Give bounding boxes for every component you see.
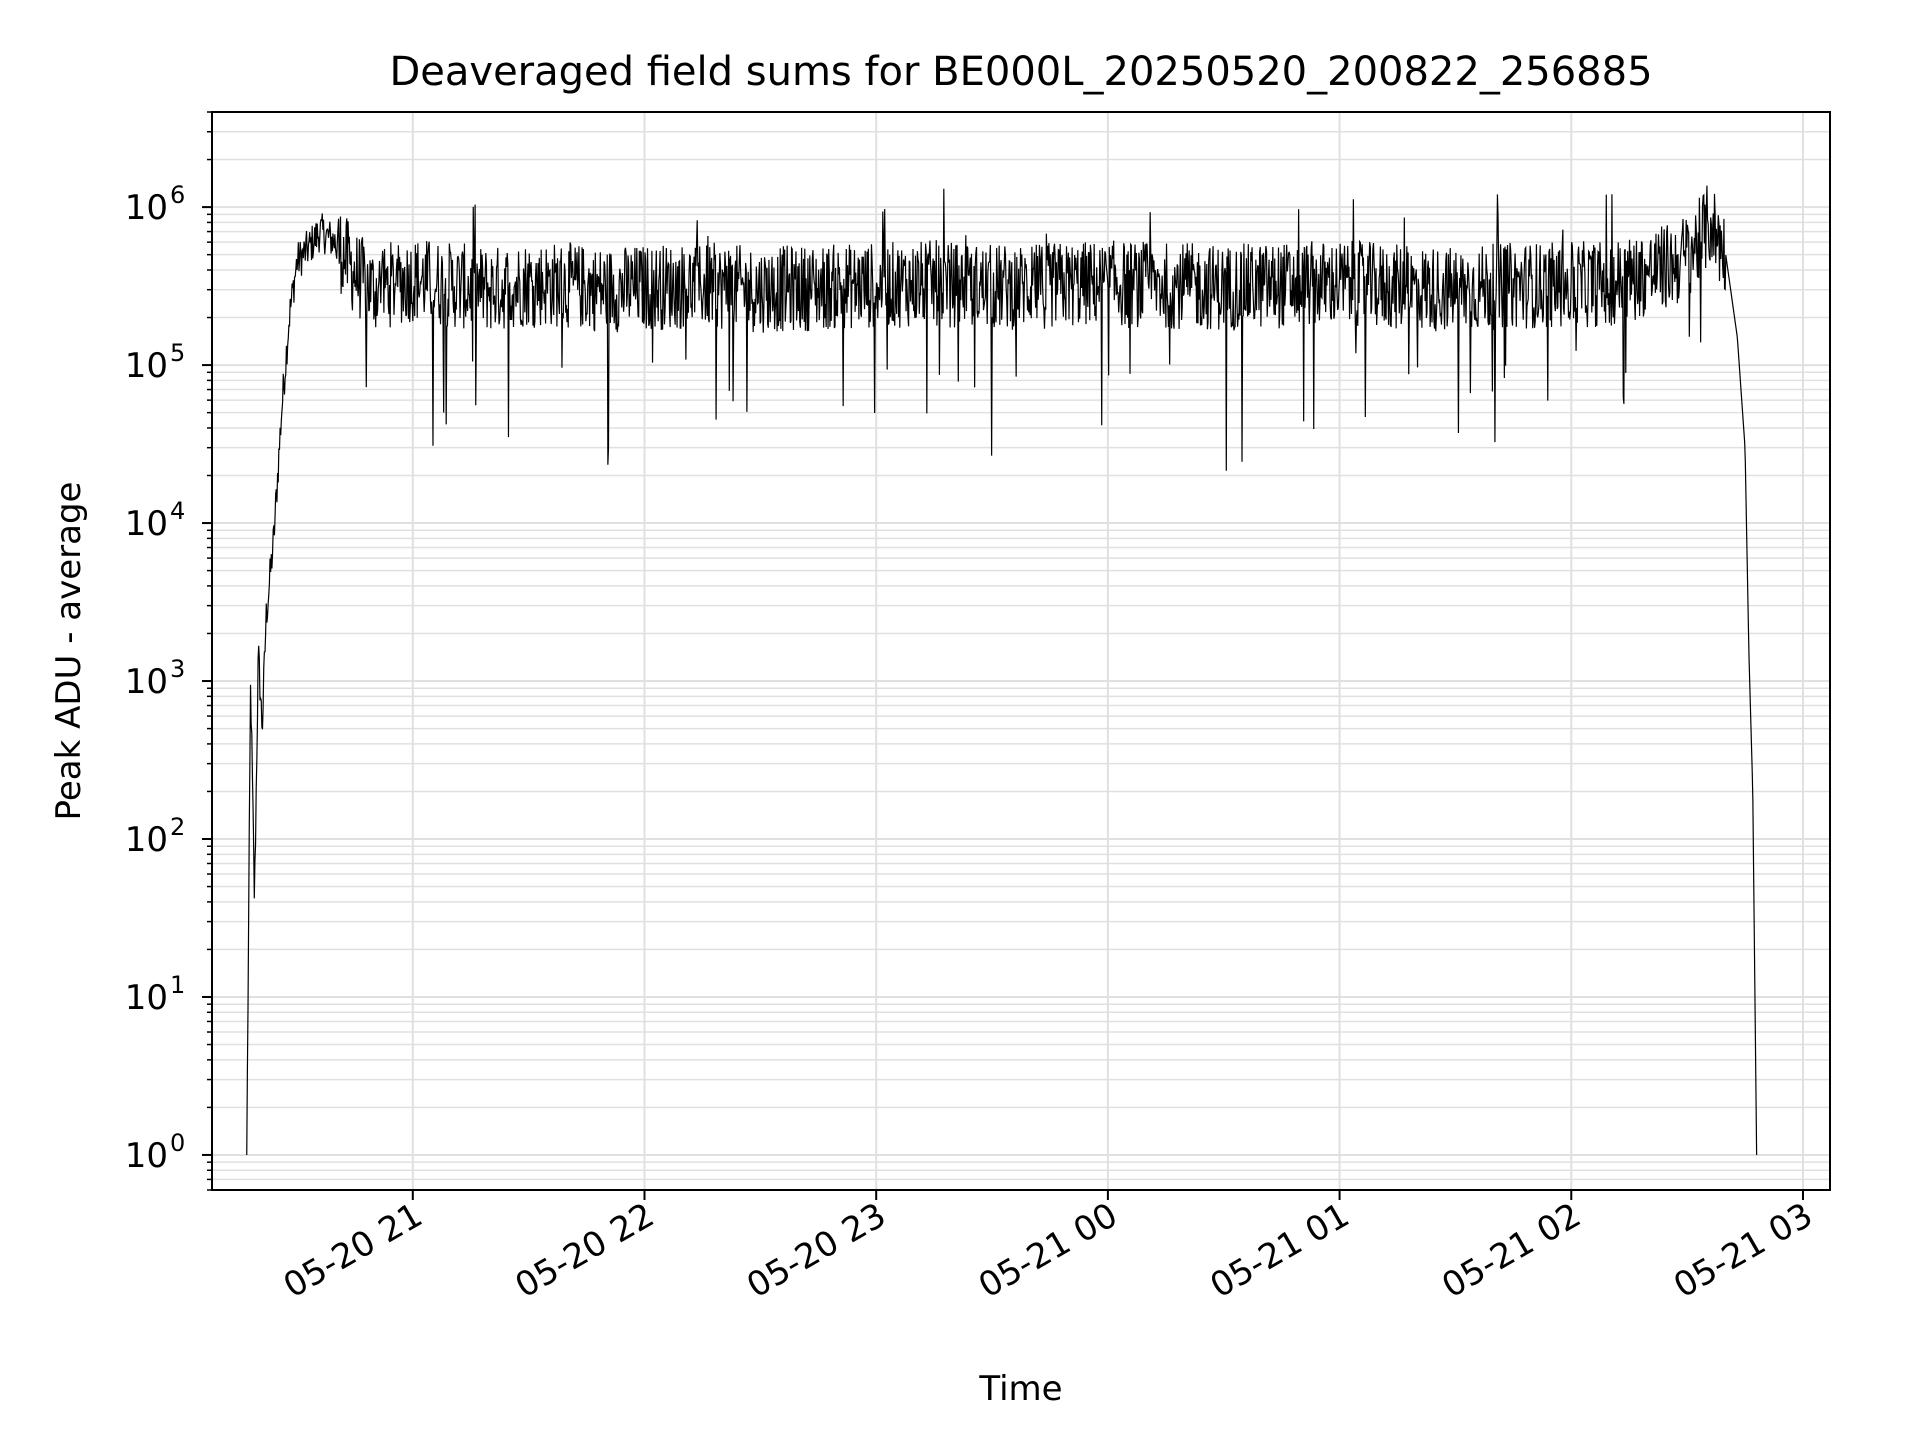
y-tick-base: 10 <box>125 504 168 544</box>
y-tick-base: 10 <box>125 346 168 386</box>
y-tick-base: 10 <box>125 662 168 702</box>
y-tick-base: 10 <box>125 1136 168 1176</box>
x-tick-label: 05-21 00 <box>972 1195 1124 1306</box>
y-tick-base: 10 <box>125 820 168 860</box>
y-tick-exponent: 4 <box>170 497 185 525</box>
x-tick-label: 05-21 02 <box>1435 1195 1587 1306</box>
x-tick-label: 05-20 22 <box>509 1195 661 1306</box>
x-tick-label: 05-20 21 <box>277 1195 429 1306</box>
series-line <box>246 185 1758 1155</box>
grid <box>212 111 1830 1191</box>
y-tick-label: 10 <box>125 1136 168 1176</box>
plot-frame <box>211 111 1831 1191</box>
y-tick-label: 10 <box>125 662 168 702</box>
y-tick-label: 10 <box>125 346 168 386</box>
y-tick-exponent: 3 <box>170 655 185 683</box>
x-tick-label: 05-20 23 <box>740 1195 892 1306</box>
series-layer <box>246 185 1758 1155</box>
chart-title: Deaveraged field sums for BE000L_2025052… <box>389 49 1652 95</box>
y-tick-exponent: 2 <box>170 813 185 841</box>
y-tick-label: 10 <box>125 978 168 1018</box>
x-tick-label: 05-21 01 <box>1204 1195 1356 1306</box>
y-tick-base: 10 <box>125 978 168 1018</box>
y-tick-exponent: 1 <box>170 971 185 999</box>
y-tick-exponent: 0 <box>170 1129 185 1157</box>
y-tick-label: 10 <box>125 504 168 544</box>
x-tick-label: 05-21 03 <box>1667 1195 1819 1306</box>
y-axis-label: Peak ADU - average <box>49 482 89 821</box>
y-tick-base: 10 <box>125 188 168 228</box>
y-tick-exponent: 6 <box>170 181 185 209</box>
y-tick-label: 10 <box>125 188 168 228</box>
x-axis: 05-20 21 05-20 22 05-20 23 05-21 00 05-21 01… <box>277 1190 1819 1306</box>
y-tick-label: 10 <box>125 820 168 860</box>
y-tick-exponent: 5 <box>170 339 185 367</box>
x-axis-label: Time <box>978 1369 1062 1409</box>
